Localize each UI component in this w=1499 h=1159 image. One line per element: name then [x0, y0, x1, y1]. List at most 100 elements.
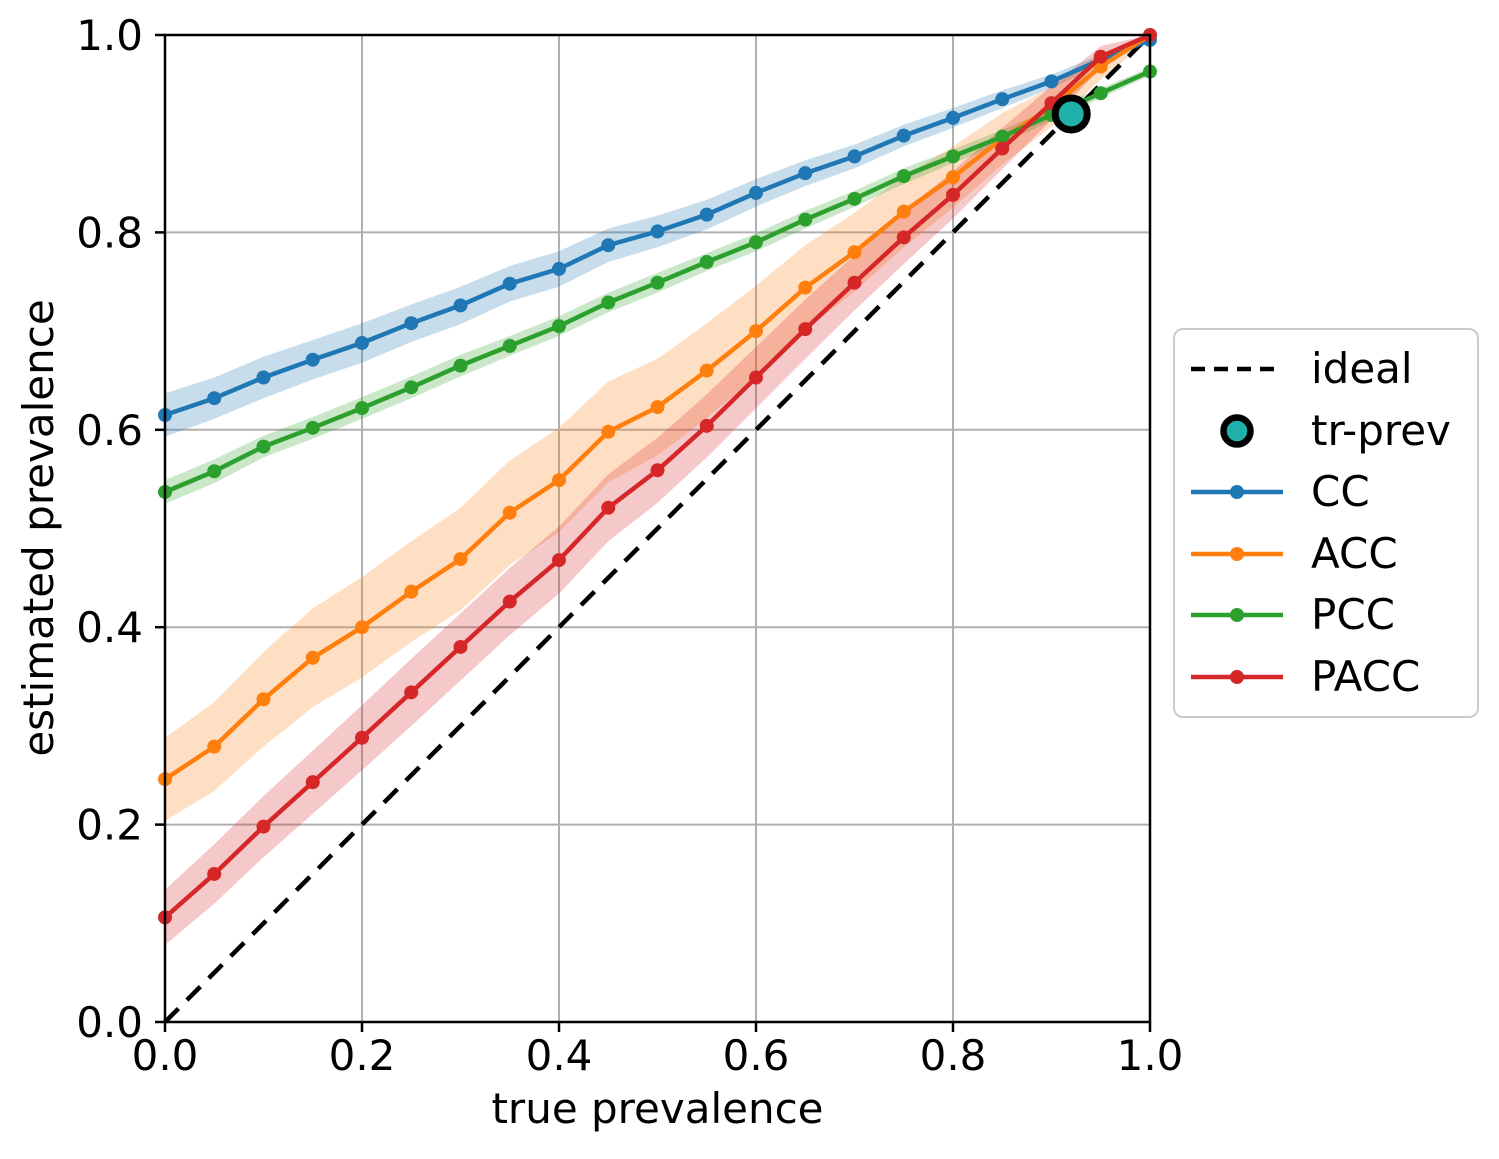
series-marker-pcc: [453, 358, 468, 373]
y-tick-label: 0.8: [76, 208, 143, 257]
y-tick-label: 0.0: [76, 998, 143, 1047]
series-marker-pacc: [749, 370, 763, 385]
series-marker-pcc: [355, 401, 369, 416]
series-marker-pacc: [355, 730, 369, 745]
legend-label: CC: [1311, 467, 1370, 517]
y-axis-label: estimated prevalence: [14, 299, 63, 757]
series-marker-pacc: [896, 230, 911, 245]
legend-label: tr-prev: [1311, 405, 1451, 455]
dot-marker-icon: [1230, 546, 1244, 561]
series-marker-cc: [699, 207, 714, 222]
x-tick-label: 0.8: [920, 1031, 987, 1080]
series-marker-cc: [601, 238, 616, 253]
y-tick-label: 0.2: [76, 801, 143, 850]
series-marker-pcc: [601, 295, 616, 310]
series-marker-cc: [995, 92, 1010, 107]
legend-label: ideal: [1311, 344, 1413, 394]
series-marker-pacc: [1093, 49, 1108, 64]
series-marker-acc: [305, 650, 320, 665]
tr-prev-marker: [1051, 94, 1091, 134]
legend: ideal tr-prev CC ACC PCC PACC: [1173, 328, 1479, 718]
series-marker-pcc: [650, 275, 665, 290]
legend-label: ACC: [1311, 528, 1398, 578]
legend-sample-circle: [1220, 414, 1254, 448]
series-marker-pacc: [847, 275, 862, 290]
series-marker-cc: [256, 370, 271, 385]
y-tick-label: 0.6: [76, 406, 143, 455]
series-marker-pacc: [650, 463, 665, 478]
series-marker-cc: [1044, 74, 1059, 89]
legend-sample-line-dot: [1191, 608, 1283, 623]
series-marker-acc: [502, 505, 517, 520]
series-marker-acc: [552, 473, 566, 488]
series-marker-pacc: [502, 594, 517, 609]
x-tick-label: 0.6: [723, 1031, 790, 1080]
series-marker-cc: [847, 149, 862, 164]
legend-sample-line-dot: [1191, 669, 1283, 684]
series-marker-pacc: [601, 500, 616, 515]
legend-sample-line-dot: [1191, 546, 1283, 561]
series-marker-cc: [404, 316, 419, 331]
series-marker-pcc: [207, 464, 222, 479]
x-axis-label: true prevalence: [491, 1084, 824, 1133]
legend-item-pacc: PACC: [1189, 649, 1477, 705]
series-marker-acc: [256, 692, 271, 707]
series-marker-acc: [847, 245, 862, 260]
series-marker-pcc: [404, 380, 419, 395]
series-marker-acc: [355, 620, 369, 635]
series-marker-pcc: [798, 212, 813, 227]
x-tick-label: 0.2: [329, 1031, 396, 1080]
series-marker-pcc: [946, 149, 960, 164]
series-marker-acc: [699, 363, 714, 378]
legend-item-ideal: ideal: [1189, 341, 1477, 397]
series-marker-pacc: [946, 187, 960, 202]
series-marker-cc: [749, 185, 763, 200]
series-marker-acc: [453, 552, 468, 567]
series-marker-pacc: [256, 819, 271, 834]
x-tick-label: 0.4: [526, 1031, 593, 1080]
legend-item-cc: CC: [1189, 464, 1477, 520]
series-marker-cc: [552, 261, 566, 276]
series-marker-pcc: [699, 255, 714, 270]
series-marker-pacc: [305, 775, 320, 790]
series-marker-pcc: [1093, 86, 1108, 101]
series-marker-acc: [798, 280, 813, 295]
ideal-line: [163, 33, 1152, 1024]
series-marker-pacc: [699, 418, 714, 433]
confidence-band-pacc: [165, 35, 1150, 945]
series-marker-pcc: [552, 319, 566, 334]
series-marker-acc: [207, 739, 222, 754]
y-tick-label: 1.0: [76, 11, 143, 60]
series-marker-cc: [798, 166, 813, 181]
legend-label: PCC: [1311, 590, 1395, 640]
series-marker-pacc: [453, 639, 468, 654]
series-marker-pacc: [798, 322, 813, 337]
series-marker-pacc: [552, 553, 566, 568]
legend-item-pcc: PCC: [1189, 587, 1477, 643]
series-marker-acc: [896, 204, 911, 219]
series-marker-pcc: [305, 420, 320, 435]
dot-marker-icon: [1230, 485, 1244, 500]
series-marker-acc: [404, 584, 419, 599]
series-marker-cc: [502, 276, 517, 291]
series-marker-cc: [453, 298, 468, 313]
y-tick-label: 0.4: [76, 603, 143, 652]
x-tick-label: 1.0: [1117, 1031, 1184, 1080]
series-marker-acc: [749, 324, 763, 339]
series-marker-cc: [946, 110, 960, 125]
x-tick-label: 0.0: [132, 1031, 199, 1080]
series-marker-pcc: [749, 235, 763, 250]
legend-label: PACC: [1311, 651, 1421, 701]
series-marker-acc: [650, 400, 665, 415]
legend-sample-line-dot: [1191, 485, 1283, 500]
series-marker-pacc: [404, 685, 419, 700]
series-marker-pcc: [256, 439, 271, 454]
series-marker-pacc: [995, 141, 1010, 156]
series-marker-pacc: [207, 866, 222, 881]
circle-marker-icon: [1220, 414, 1254, 448]
legend-item-acc: ACC: [1189, 526, 1477, 582]
series-marker-pcc: [896, 169, 911, 184]
series-marker-pcc: [502, 338, 517, 353]
